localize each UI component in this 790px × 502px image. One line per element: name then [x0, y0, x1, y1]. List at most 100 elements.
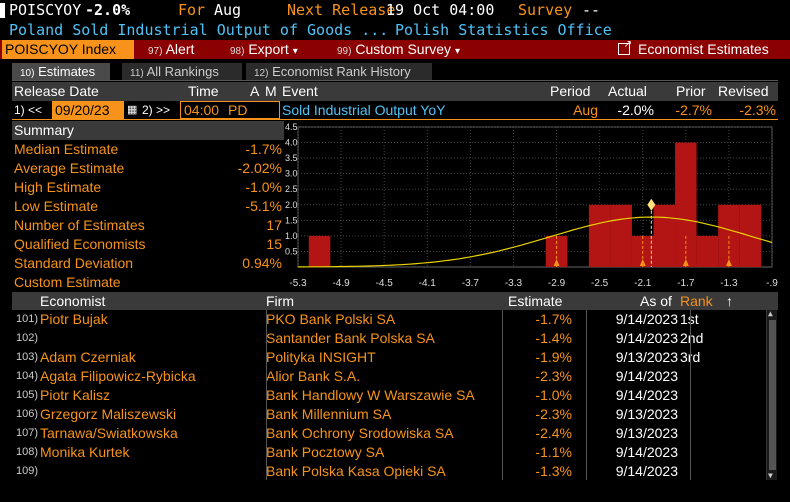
release-period: Aug	[573, 102, 598, 118]
firm-name[interactable]: Bank Pocztowy SA	[266, 444, 385, 460]
prev-release-button[interactable]: 1) <<	[14, 103, 43, 117]
estimate-value: -1.9%	[535, 349, 572, 365]
y-tick-label: 4.5	[285, 122, 298, 132]
col-time: Time	[188, 83, 219, 99]
scroll-thumb[interactable]	[769, 320, 776, 470]
table-scrollbar[interactable]: ▲ ▼	[766, 310, 777, 480]
scroll-up-icon: ▲	[768, 309, 773, 318]
toolbar: POISCYOY Index 97) Alert 98) Export ▾ 99…	[0, 40, 790, 59]
alert-button[interactable]: 97) Alert	[148, 41, 195, 57]
table-row[interactable]: 102) Santander Bank Polska SA -1.4% 9/14/20…	[12, 329, 766, 348]
table-row[interactable]: 106) Grzegorz Maliszewski Bank Millennium …	[12, 405, 766, 424]
asof-date: 9/14/2023	[615, 368, 678, 384]
release-date-input[interactable]: 09/20/23	[52, 101, 124, 119]
economist-name[interactable]: Piotr Bujak	[40, 311, 108, 327]
firm-name[interactable]: Alior Bank S.A.	[266, 368, 361, 384]
x-tick-label: -2.9	[548, 278, 566, 289]
economist-name[interactable]: Agata Filipowicz-Rybicka	[40, 368, 196, 384]
table-row[interactable]: 103) Adam Czerniak Polityka INSIGHT -1.9% 9/…	[12, 348, 766, 367]
summary-value: -1.0%	[245, 179, 282, 195]
firm-name[interactable]: PKO Bank Polski SA	[266, 311, 396, 327]
table-row[interactable]: 108) Monika Kurtek Bank Pocztowy SA -1.1% 9/…	[12, 443, 766, 462]
calendar-icon[interactable]: ▦	[127, 104, 138, 116]
table-row[interactable]: 101) Piotr Bujak PKO Bank Polski SA -1.7% 9/…	[12, 310, 766, 329]
table-row[interactable]: 109) Bank Polska Kasa Opieki SA -1.3% 9/14/…	[12, 462, 766, 481]
estimate-value: -1.0%	[535, 387, 572, 403]
average-diamond-icon	[647, 198, 656, 211]
col-economist[interactable]: Economist	[40, 293, 106, 309]
normal-curve	[298, 216, 773, 268]
economist-estimates-button[interactable]: ↗ Economist Estimates	[618, 40, 769, 59]
x-tick-label: -3.7	[462, 278, 480, 289]
subtitle-bar: Poland Sold Industrial Output of Goods .…	[0, 21, 790, 40]
row-number: 107)	[16, 427, 39, 439]
summary-row: Average Estimate -2.02%	[12, 159, 284, 178]
table-row[interactable]: 105) Piotr Kalisz Bank Handlowy W Warszawi…	[12, 386, 766, 405]
index-label[interactable]: POISCYOY Index	[2, 40, 134, 59]
summary-row: Standard Deviation 0.94%	[12, 254, 284, 273]
col-estimate[interactable]: Estimate	[508, 293, 563, 309]
summary-row: Qualified Economists 15	[12, 235, 284, 254]
cursor-block	[0, 3, 5, 18]
histogram-bar	[610, 204, 632, 267]
event-link[interactable]: Sold Industrial Output YoY	[282, 102, 446, 118]
next-release-button[interactable]: 2) >>	[142, 103, 171, 117]
x-tick-label: -5.3	[289, 278, 307, 289]
row-number: 101)	[16, 313, 39, 325]
release-time: 04:00	[184, 102, 220, 118]
col-rank[interactable]: Rank	[680, 293, 713, 309]
estimates-histogram: 4.5 4.0 3.5 3.0 2.5 2.0 1.5 1.0 0.5 -5.3 -4.9 -4.5 -…	[285, 122, 778, 289]
sort-arrow-icon[interactable]: ↑	[726, 293, 733, 309]
summary-title: Summary	[12, 121, 284, 140]
release-prior: -2.7%	[675, 102, 712, 118]
histogram-bar	[696, 235, 719, 267]
economist-name[interactable]: Monika Kurtek	[40, 444, 130, 460]
firm-name[interactable]: Bank Polska Kasa Opieki SA	[266, 463, 446, 479]
table-row[interactable]: 104) Agata Filipowicz-Rybicka Alior Bank S…	[12, 367, 766, 386]
for-value: Aug	[214, 1, 242, 19]
release-header: Release Date Time A M Event Period Actua…	[12, 82, 778, 101]
economist-name[interactable]: Grzegorz Maliszewski	[40, 406, 177, 422]
col-a: A	[250, 83, 260, 99]
source-name: Polish Statistics Office	[395, 21, 612, 39]
export-menu[interactable]: 98) Export ▾	[230, 41, 298, 57]
table-row[interactable]: 107) Tarnawa/Swiatkowska Bank Ochrony Srod…	[12, 424, 766, 443]
chevron-down-icon: ▾	[292, 46, 298, 57]
col-firm[interactable]: Firm	[266, 293, 294, 309]
firm-name[interactable]: Bank Ochrony Srodowiska SA	[266, 425, 454, 441]
asof-date: 9/14/2023	[615, 444, 678, 460]
summary-row: Low Estimate -5.1%	[12, 197, 284, 216]
summary-value: 15	[266, 236, 282, 252]
summary-value: -1.7%	[245, 141, 282, 157]
for-label: For	[178, 1, 206, 19]
release-a: PD	[228, 102, 248, 118]
summary-label: Number of Estimates	[14, 217, 145, 233]
chevron-down-icon: ▾	[454, 46, 460, 57]
col-asof[interactable]: As of	[640, 293, 672, 309]
estimate-value: -2.3%	[535, 368, 572, 384]
histogram-bar	[308, 235, 331, 267]
row-number: 106)	[16, 408, 39, 420]
firm-name[interactable]: Bank Handlowy W Warszawie SA	[266, 387, 475, 403]
summary-label: High Estimate	[14, 179, 102, 195]
ticker-label: POISCYOY	[9, 1, 82, 19]
economist-name[interactable]: Piotr Kalisz	[40, 387, 111, 403]
tab-estimates[interactable]: 10) Estimates	[12, 63, 110, 81]
economist-name[interactable]: Adam Czerniak	[40, 349, 136, 365]
custom-survey-menu[interactable]: 99) Custom Survey ▾	[337, 41, 460, 57]
economist-name[interactable]: Tarnawa/Swiatkowska	[40, 425, 178, 441]
tab-economist-rank-history[interactable]: 12) Economist Rank History	[246, 63, 432, 81]
release-revised: -2.3%	[739, 102, 776, 118]
histogram-bar	[588, 204, 611, 267]
summary-label: Average Estimate	[14, 160, 125, 176]
summary-row: Number of Estimates 17	[12, 216, 284, 235]
firm-name[interactable]: Bank Millennium SA	[266, 406, 392, 422]
asof-date: 9/13/2023	[615, 425, 678, 441]
col-prior: Prior	[676, 83, 706, 99]
y-tick-label: 4.0	[285, 138, 298, 148]
release-actual: -2.0%	[617, 102, 654, 118]
row-number: 102)	[16, 332, 39, 344]
firm-name[interactable]: Santander Bank Polska SA	[266, 330, 435, 346]
firm-name[interactable]: Polityka INSIGHT	[266, 349, 376, 365]
tab-all-rankings[interactable]: 11) All Rankings	[122, 63, 242, 81]
